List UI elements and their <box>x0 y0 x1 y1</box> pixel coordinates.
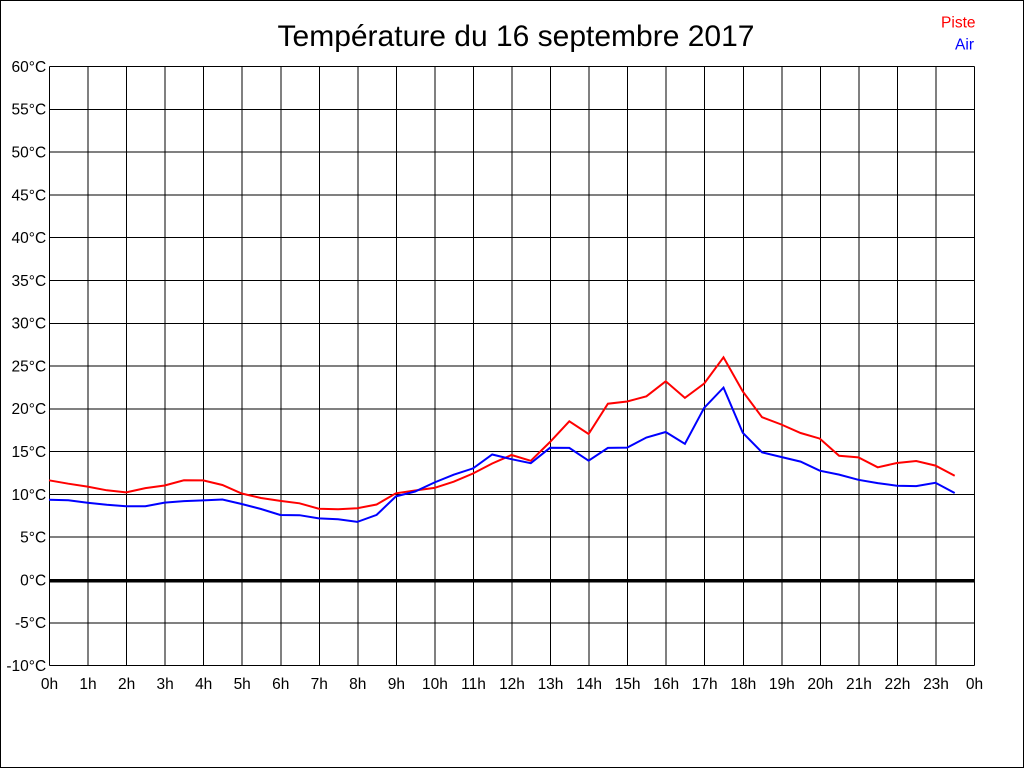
svg-text:10°C: 10°C <box>12 487 47 504</box>
svg-text:35°C: 35°C <box>12 273 47 290</box>
svg-text:4h: 4h <box>195 676 212 693</box>
svg-text:30°C: 30°C <box>12 316 47 333</box>
svg-text:22h: 22h <box>884 676 910 693</box>
svg-text:12h: 12h <box>499 676 525 693</box>
svg-text:40°C: 40°C <box>12 230 47 247</box>
svg-text:45°C: 45°C <box>12 187 47 204</box>
svg-text:16h: 16h <box>653 676 679 693</box>
svg-text:11h: 11h <box>461 676 486 693</box>
svg-text:20h: 20h <box>807 676 833 693</box>
svg-text:8h: 8h <box>349 676 366 693</box>
svg-text:23h: 23h <box>923 676 949 693</box>
svg-text:15h: 15h <box>615 676 641 693</box>
svg-text:Air: Air <box>955 36 974 53</box>
svg-text:55°C: 55°C <box>12 102 47 119</box>
svg-text:10h: 10h <box>422 676 448 693</box>
svg-text:17h: 17h <box>692 676 718 693</box>
svg-text:-10°C: -10°C <box>6 658 46 675</box>
svg-text:0h: 0h <box>41 676 58 693</box>
svg-text:13h: 13h <box>538 676 564 693</box>
svg-text:7h: 7h <box>311 676 328 693</box>
svg-text:19h: 19h <box>769 676 795 693</box>
svg-text:5h: 5h <box>234 676 251 693</box>
svg-text:60°C: 60°C <box>12 59 47 76</box>
svg-text:20°C: 20°C <box>12 401 47 418</box>
svg-text:25°C: 25°C <box>12 359 47 376</box>
svg-text:21h: 21h <box>846 676 872 693</box>
svg-text:50°C: 50°C <box>12 145 47 162</box>
svg-text:3h: 3h <box>156 676 173 693</box>
svg-text:15°C: 15°C <box>12 444 47 461</box>
svg-text:0h: 0h <box>966 676 983 693</box>
svg-text:Température du 16 septembre 20: Température du 16 septembre 2017 <box>278 20 755 53</box>
svg-text:1h: 1h <box>79 676 96 693</box>
svg-text:18h: 18h <box>730 676 756 693</box>
svg-text:6h: 6h <box>272 676 289 693</box>
svg-text:0°C: 0°C <box>20 572 46 589</box>
svg-text:9h: 9h <box>388 676 405 693</box>
svg-text:-5°C: -5°C <box>15 615 46 632</box>
svg-text:Piste: Piste <box>941 14 975 31</box>
svg-text:14h: 14h <box>576 676 602 693</box>
svg-text:2h: 2h <box>118 676 135 693</box>
svg-text:5°C: 5°C <box>20 530 46 547</box>
